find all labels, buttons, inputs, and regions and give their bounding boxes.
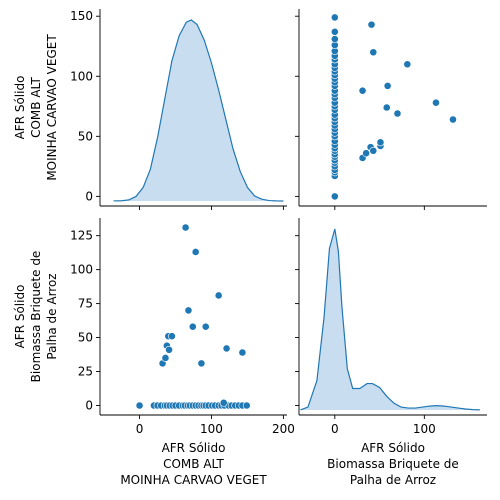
y-axis-label-line: MOINHA CARVAO VEGET	[45, 34, 59, 181]
x-tick-label: 0	[136, 422, 144, 436]
y-tick-label: 50	[78, 129, 93, 143]
scatter-point	[358, 86, 367, 95]
kde-area-panel-1-1	[300, 229, 480, 410]
y-tick-label: 0	[85, 189, 93, 203]
scatter-point	[367, 20, 376, 29]
scatter-point	[330, 13, 339, 22]
kde-area-panel-0-0	[114, 20, 284, 201]
scatter-point	[362, 149, 371, 158]
y-tick-label: 25	[78, 365, 93, 379]
scatter-point	[432, 98, 440, 107]
scatter-point	[382, 103, 391, 112]
x-axis-label-line: COMB ALT	[163, 457, 224, 471]
x-tick-label: 100	[200, 422, 223, 436]
y-tick-label: 100	[70, 69, 93, 83]
scatter-point	[330, 27, 339, 36]
y-tick-label: 125	[70, 229, 93, 243]
scatter-point	[242, 401, 251, 410]
x-tick-label: 100	[413, 422, 436, 436]
y-tick-label: 50	[78, 331, 93, 345]
scatter-point	[191, 248, 200, 256]
scatter-point	[222, 344, 231, 353]
x-axis-label-line: AFR Sólido	[162, 441, 226, 455]
y-axis-label-line: AFR Sólido	[13, 76, 27, 140]
y-axis-label-line: AFR Sólido	[13, 285, 27, 349]
scatter-point	[135, 401, 144, 410]
y-axis-label-line: COMB ALT	[29, 76, 43, 137]
scatter-point	[238, 348, 247, 357]
scatter-point	[214, 291, 223, 300]
x-axis-label-line: Biomassa Briquete de	[327, 457, 459, 471]
scatter-point	[168, 332, 176, 341]
y-tick-label: 150	[70, 9, 93, 23]
x-axis-label-line: MOINHA CARVAO VEGET	[120, 473, 267, 487]
y-axis-label-line: Biomassa Briquete de	[29, 251, 43, 383]
scatter-point	[403, 60, 412, 69]
scatter-point	[376, 138, 385, 147]
kde-line-panel-1-1	[300, 228, 480, 411]
scatter-point	[369, 146, 378, 155]
scatter-point	[330, 35, 339, 43]
x-tick-label: 200	[272, 422, 295, 436]
x-axis-label-line: Palha de Arroz	[350, 473, 436, 487]
x-axis-label-line: AFR Sólido	[361, 441, 425, 455]
scatter-point	[393, 109, 402, 118]
scatter-point	[184, 306, 193, 315]
scatter-point	[383, 81, 392, 90]
scatter-point	[188, 322, 197, 331]
scatter-point	[330, 192, 339, 201]
scatter-point	[161, 354, 170, 362]
y-tick-label: 0	[85, 398, 93, 412]
y-tick-label: 100	[70, 263, 93, 277]
y-tick-label: 75	[78, 297, 93, 311]
kde-line-panel-0-0	[112, 19, 284, 202]
scatter-point	[449, 115, 457, 124]
x-tick-label: 0	[331, 422, 339, 436]
scatter-point	[219, 398, 228, 407]
scatter-point	[197, 359, 206, 368]
scatter-point	[201, 322, 210, 331]
scatter-point	[165, 345, 173, 354]
scatter-point	[181, 223, 190, 232]
scatter-point	[369, 48, 378, 57]
y-axis-label-line: Palha de Arroz	[45, 273, 59, 359]
